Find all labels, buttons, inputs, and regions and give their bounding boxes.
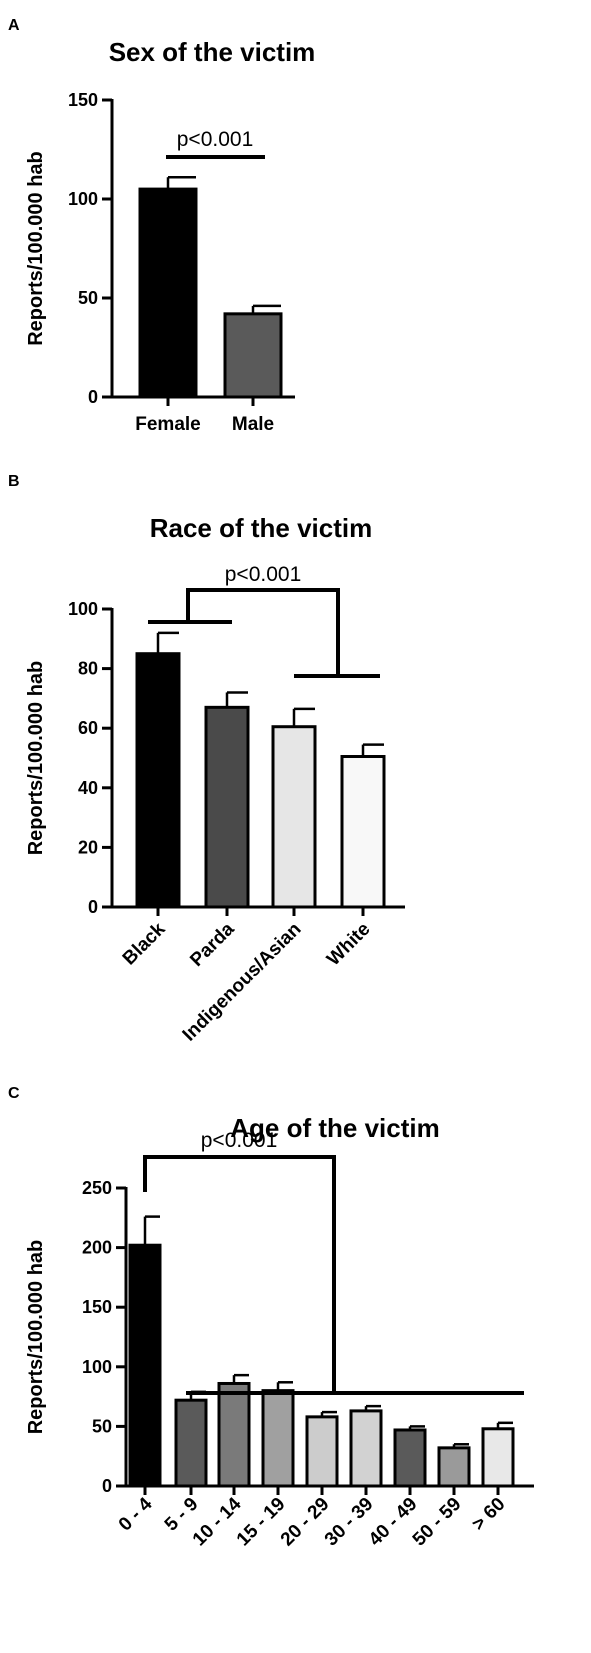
- y-tick-label: 100: [68, 599, 98, 619]
- bar: [481, 1427, 515, 1488]
- y-tick-label: 20: [78, 837, 98, 857]
- chart-panel-a: A Sex of the victim Reports/100.000 hab 0 50…: [8, 17, 315, 435]
- bar: [261, 1389, 295, 1488]
- x-tick-label: Male: [232, 414, 274, 435]
- bar: [217, 1381, 251, 1488]
- y-tick-label: 50: [78, 288, 98, 308]
- panel-letter: C: [8, 1085, 20, 1102]
- panel-letter: B: [8, 473, 20, 490]
- chart-title: Sex of the victim: [109, 37, 316, 67]
- chart-panel-c: C Age of the victim Reports/100.000 hab 0 50…: [8, 1085, 534, 1550]
- x-tick-label: 30 - 39: [321, 1494, 378, 1551]
- bar: [305, 1415, 339, 1488]
- bar: [135, 652, 181, 909]
- y-tick-label: 60: [78, 718, 98, 738]
- x-tick-label: 0 - 4: [115, 1493, 157, 1535]
- significance-label: p<0.001: [201, 1129, 278, 1152]
- y-tick-label: 250: [82, 1178, 112, 1198]
- x-tick-label: > 60: [468, 1494, 509, 1535]
- significance-label: p<0.001: [177, 128, 254, 151]
- x-tick-label: White: [323, 919, 374, 970]
- y-tick-label: 100: [82, 1357, 112, 1377]
- chart-panel-b: B Race of the victim Reports/100.000 hab 0 2…: [8, 473, 405, 1046]
- y-tick-label: 40: [78, 778, 98, 798]
- significance-bracket: [143, 1155, 336, 1393]
- y-tick-label: 0: [88, 387, 98, 407]
- y-tick-label: 100: [68, 189, 98, 209]
- bar: [223, 312, 283, 399]
- x-tick-label: 20 - 29: [277, 1494, 334, 1551]
- bar: [138, 187, 198, 399]
- significance-bracket: [186, 588, 340, 676]
- chart-title: Race of the victim: [150, 513, 373, 543]
- x-tick-label: Parda: [186, 918, 238, 970]
- chart-title: Age of the victim: [230, 1113, 439, 1143]
- y-axis-label: Reports/100.000 hab: [25, 661, 47, 856]
- bar: [128, 1243, 162, 1488]
- y-tick-label: 150: [68, 90, 98, 110]
- y-axis-label: Reports/100.000 hab: [25, 1240, 47, 1435]
- y-tick-label: 0: [88, 897, 98, 917]
- x-tick-label: Indigenous/Asian: [179, 919, 306, 1046]
- bar: [340, 755, 386, 909]
- y-tick-label: 200: [82, 1238, 112, 1258]
- x-tick-label: 10 - 14: [189, 1493, 246, 1550]
- y-axis-label: Reports/100.000 hab: [25, 151, 47, 346]
- bar: [349, 1409, 383, 1488]
- significance-label: p<0.001: [225, 563, 302, 586]
- x-tick-label: Black: [119, 918, 170, 969]
- y-tick-label: 80: [78, 659, 98, 679]
- x-tick-label: 50 - 59: [409, 1494, 466, 1551]
- y-tick-label: 50: [92, 1416, 112, 1436]
- y-tick-label: 150: [82, 1297, 112, 1317]
- panel-letter: A: [8, 17, 20, 34]
- x-tick-label: 15 - 19: [233, 1494, 290, 1551]
- bar: [204, 705, 250, 909]
- x-tick-label: Female: [135, 414, 200, 435]
- x-tick-label: 40 - 49: [365, 1494, 422, 1551]
- bar: [174, 1398, 208, 1488]
- bar: [271, 725, 317, 909]
- bar: [437, 1446, 471, 1488]
- bar: [393, 1428, 427, 1488]
- y-tick-label: 0: [102, 1476, 112, 1496]
